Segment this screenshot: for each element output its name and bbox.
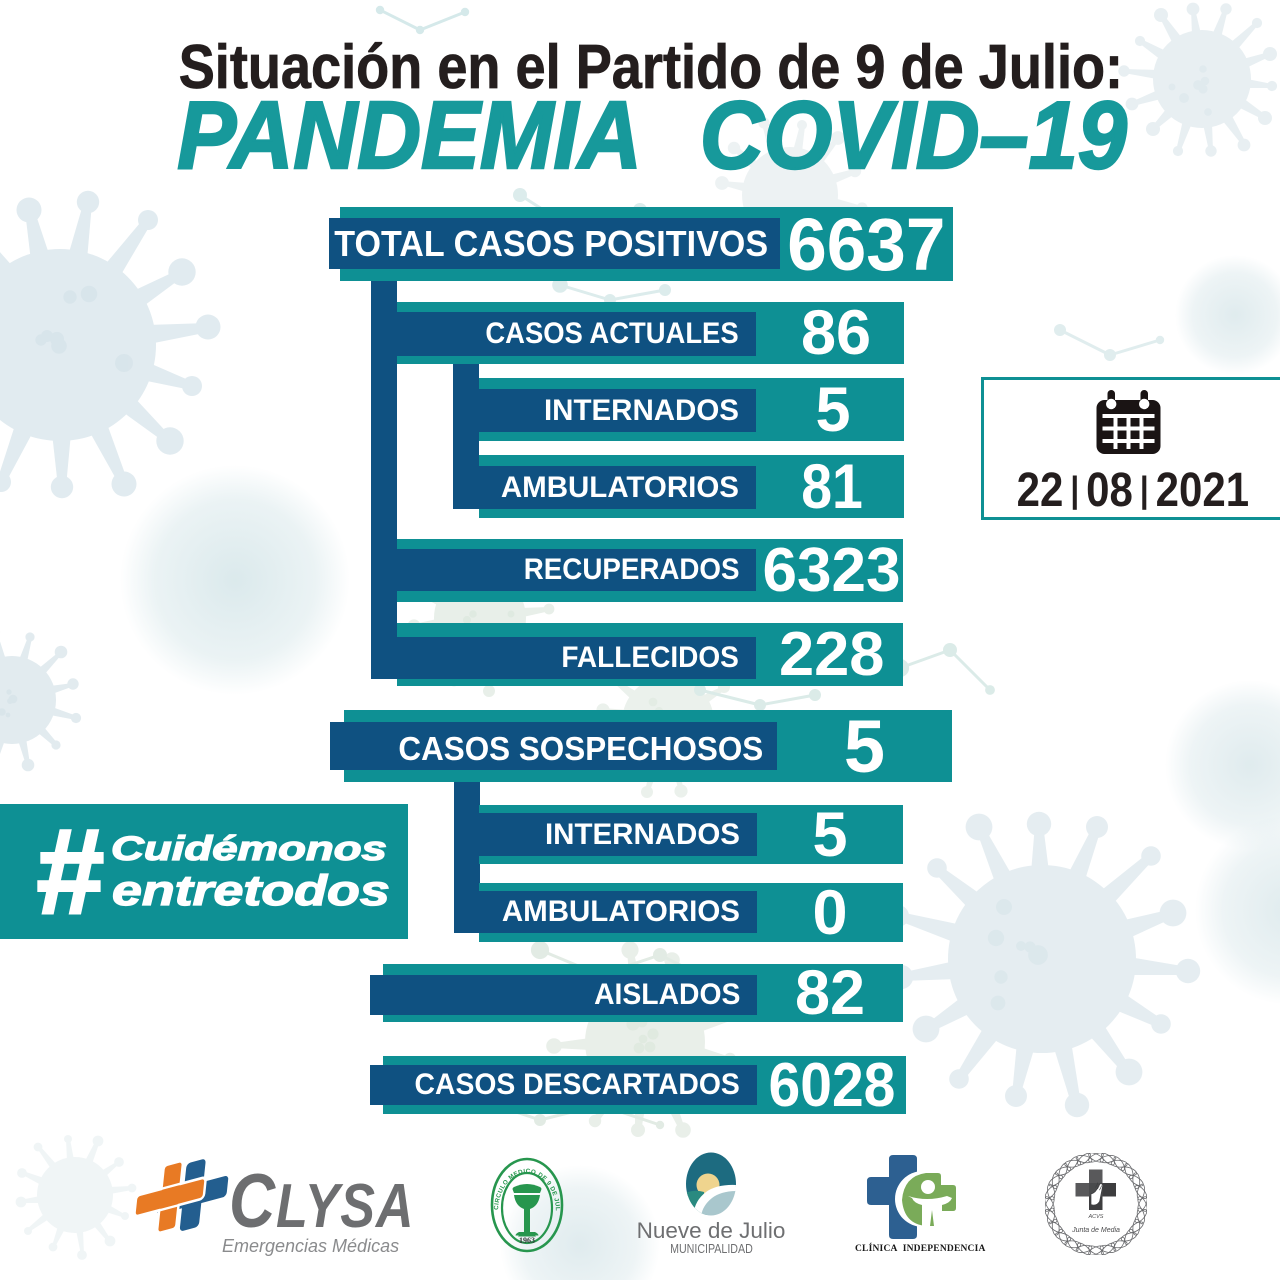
svg-text:ACVS: ACVS xyxy=(1088,1214,1104,1220)
svg-text:1963: 1963 xyxy=(519,1236,535,1245)
svg-text:Junta de Media: Junta de Media xyxy=(1071,1227,1120,1234)
